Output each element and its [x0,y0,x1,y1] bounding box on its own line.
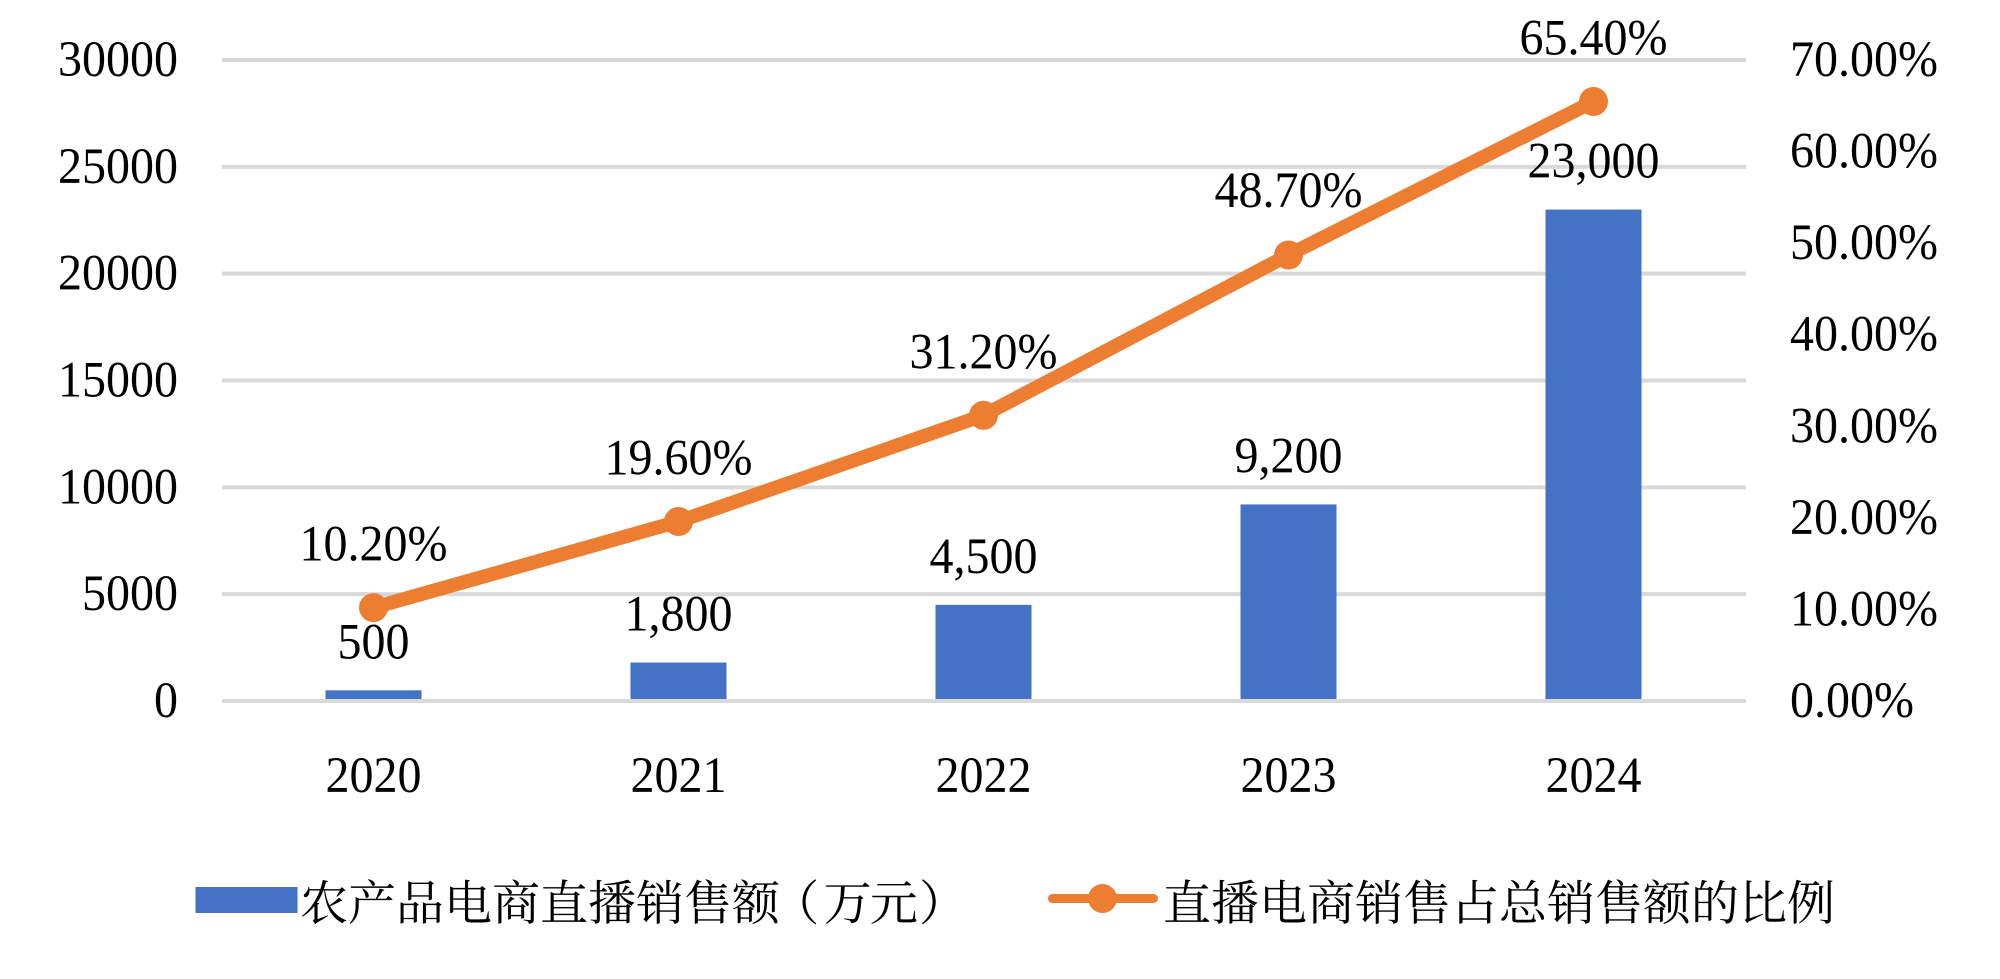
svg-text:2022: 2022 [936,747,1032,804]
svg-text:500: 500 [338,613,410,670]
svg-text:30000: 30000 [58,31,178,88]
svg-text:2021: 2021 [631,747,727,804]
svg-text:23,000: 23,000 [1528,132,1660,189]
svg-text:15000: 15000 [58,351,178,408]
svg-text:19.60%: 19.60% [605,429,753,486]
svg-text:1,800: 1,800 [625,585,733,642]
svg-text:4,500: 4,500 [930,528,1038,585]
svg-text:25000: 25000 [58,137,178,194]
svg-text:0: 0 [154,672,178,729]
svg-text:2024: 2024 [1546,747,1642,804]
svg-text:5000: 5000 [82,565,178,622]
svg-text:70.00%: 70.00% [1790,31,1938,88]
svg-text:0.00%: 0.00% [1790,672,1914,729]
svg-text:10.20%: 10.20% [300,515,448,572]
svg-text:2023: 2023 [1241,747,1337,804]
svg-text:31.20%: 31.20% [910,323,1058,380]
svg-text:20000: 20000 [58,244,178,301]
svg-text:60.00%: 60.00% [1790,122,1938,179]
svg-text:10.00%: 10.00% [1790,580,1938,637]
svg-text:10000: 10000 [58,458,178,515]
svg-text:2020: 2020 [326,747,422,804]
svg-text:65.40%: 65.40% [1520,9,1668,66]
svg-text:50.00%: 50.00% [1790,214,1938,271]
svg-text:20.00%: 20.00% [1790,489,1938,546]
svg-text:30.00%: 30.00% [1790,397,1938,454]
svg-text:48.70%: 48.70% [1215,162,1363,219]
svg-text:9,200: 9,200 [1235,427,1343,484]
svg-text:40.00%: 40.00% [1790,305,1938,362]
